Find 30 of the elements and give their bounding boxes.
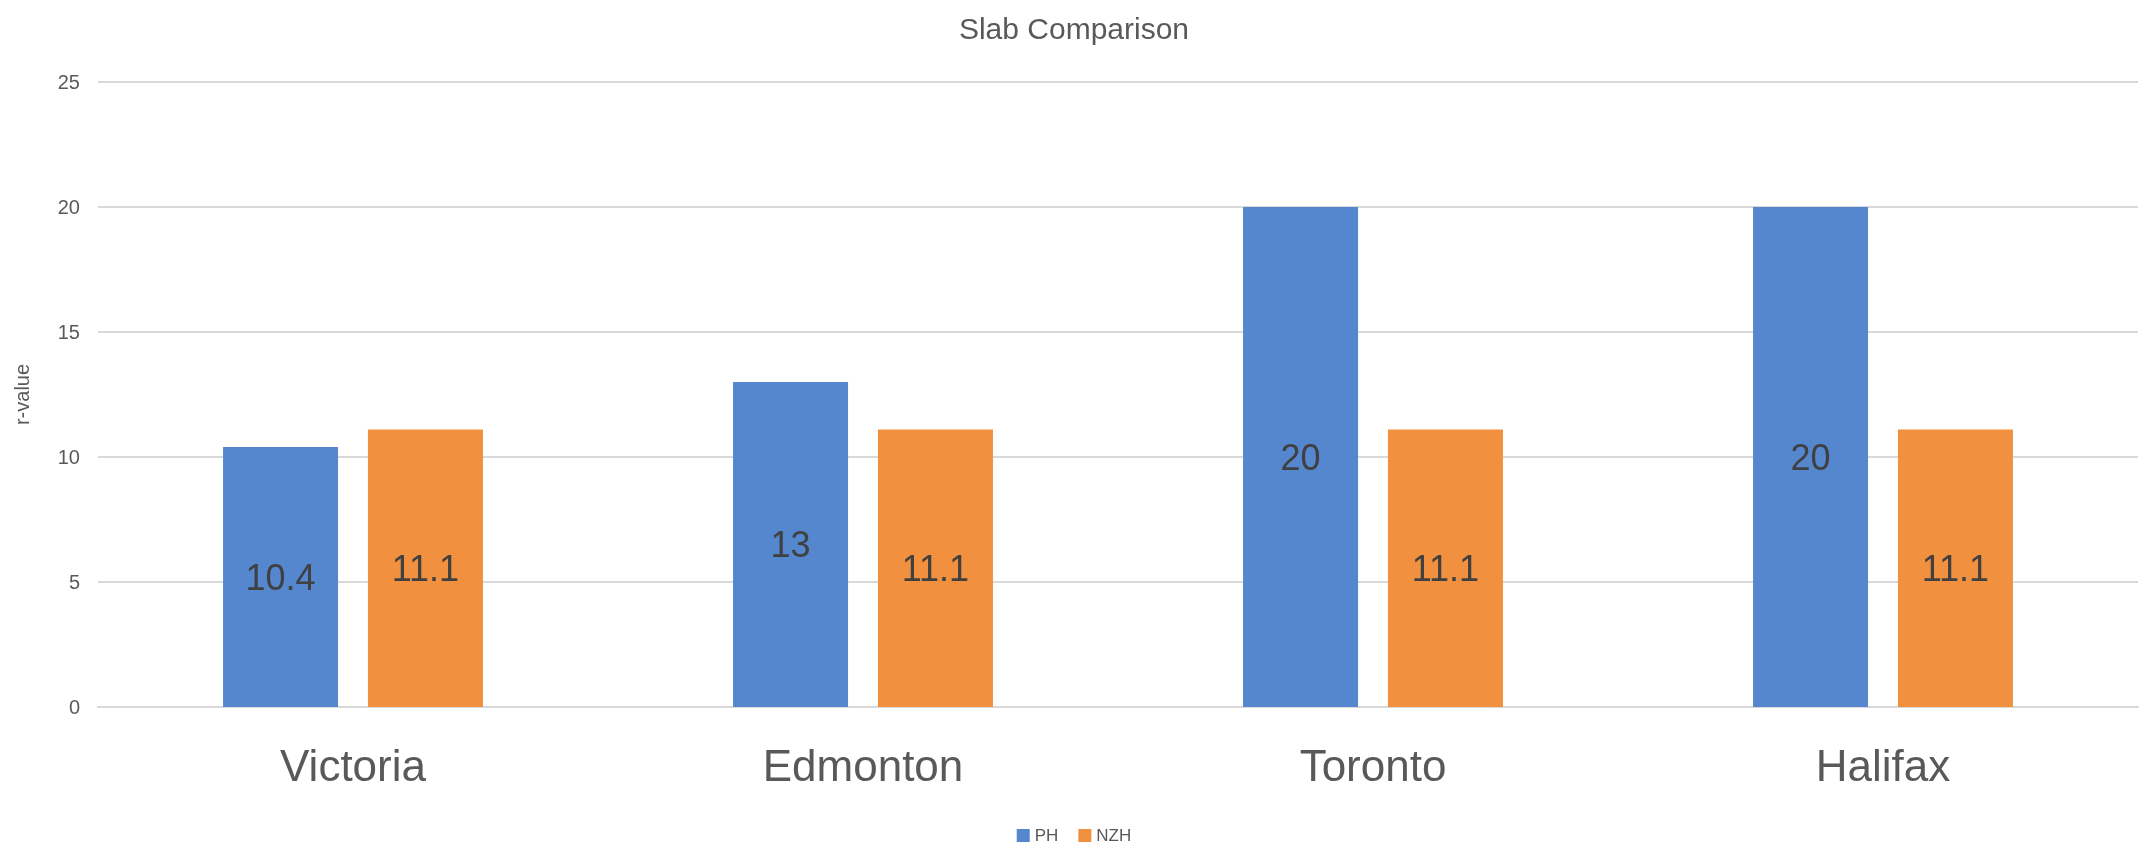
bar bbox=[367, 429, 483, 707]
y-tick-label: 5 bbox=[68, 571, 80, 593]
y-tick-label: 25 bbox=[57, 71, 80, 93]
bar bbox=[733, 382, 849, 707]
x-tick-label: Toronto bbox=[1299, 740, 1447, 790]
data-label: 11.1 bbox=[391, 547, 460, 589]
data-label: 20 bbox=[1790, 436, 1831, 478]
bar bbox=[1387, 429, 1503, 707]
data-label: 20 bbox=[1280, 436, 1321, 478]
legend-label: PH bbox=[1034, 826, 1059, 845]
y-tick-label: 10 bbox=[57, 446, 80, 468]
data-label: 10.4 bbox=[245, 556, 316, 598]
legend-label: NZH bbox=[1096, 826, 1132, 845]
data-label: 11.1 bbox=[901, 547, 970, 589]
bar bbox=[1753, 207, 1869, 707]
data-label: 11.1 bbox=[1411, 547, 1480, 589]
bar bbox=[223, 447, 339, 707]
y-tick-label: 20 bbox=[57, 196, 80, 218]
x-tick-label: Edmonton bbox=[762, 740, 964, 790]
data-label: 13 bbox=[770, 524, 811, 565]
chart-title: Slab Comparison bbox=[958, 11, 1190, 45]
bar bbox=[1243, 207, 1359, 707]
x-tick-label: Victoria bbox=[280, 740, 427, 790]
bar bbox=[877, 429, 993, 707]
y-tick-label: 0 bbox=[68, 696, 80, 718]
bar bbox=[1897, 429, 2013, 707]
y-axis-title: r-value bbox=[11, 363, 33, 426]
y-tick-label: 15 bbox=[57, 321, 80, 343]
data-label: 11.1 bbox=[1921, 547, 1990, 589]
x-tick-label: Halifax bbox=[1815, 740, 1951, 790]
